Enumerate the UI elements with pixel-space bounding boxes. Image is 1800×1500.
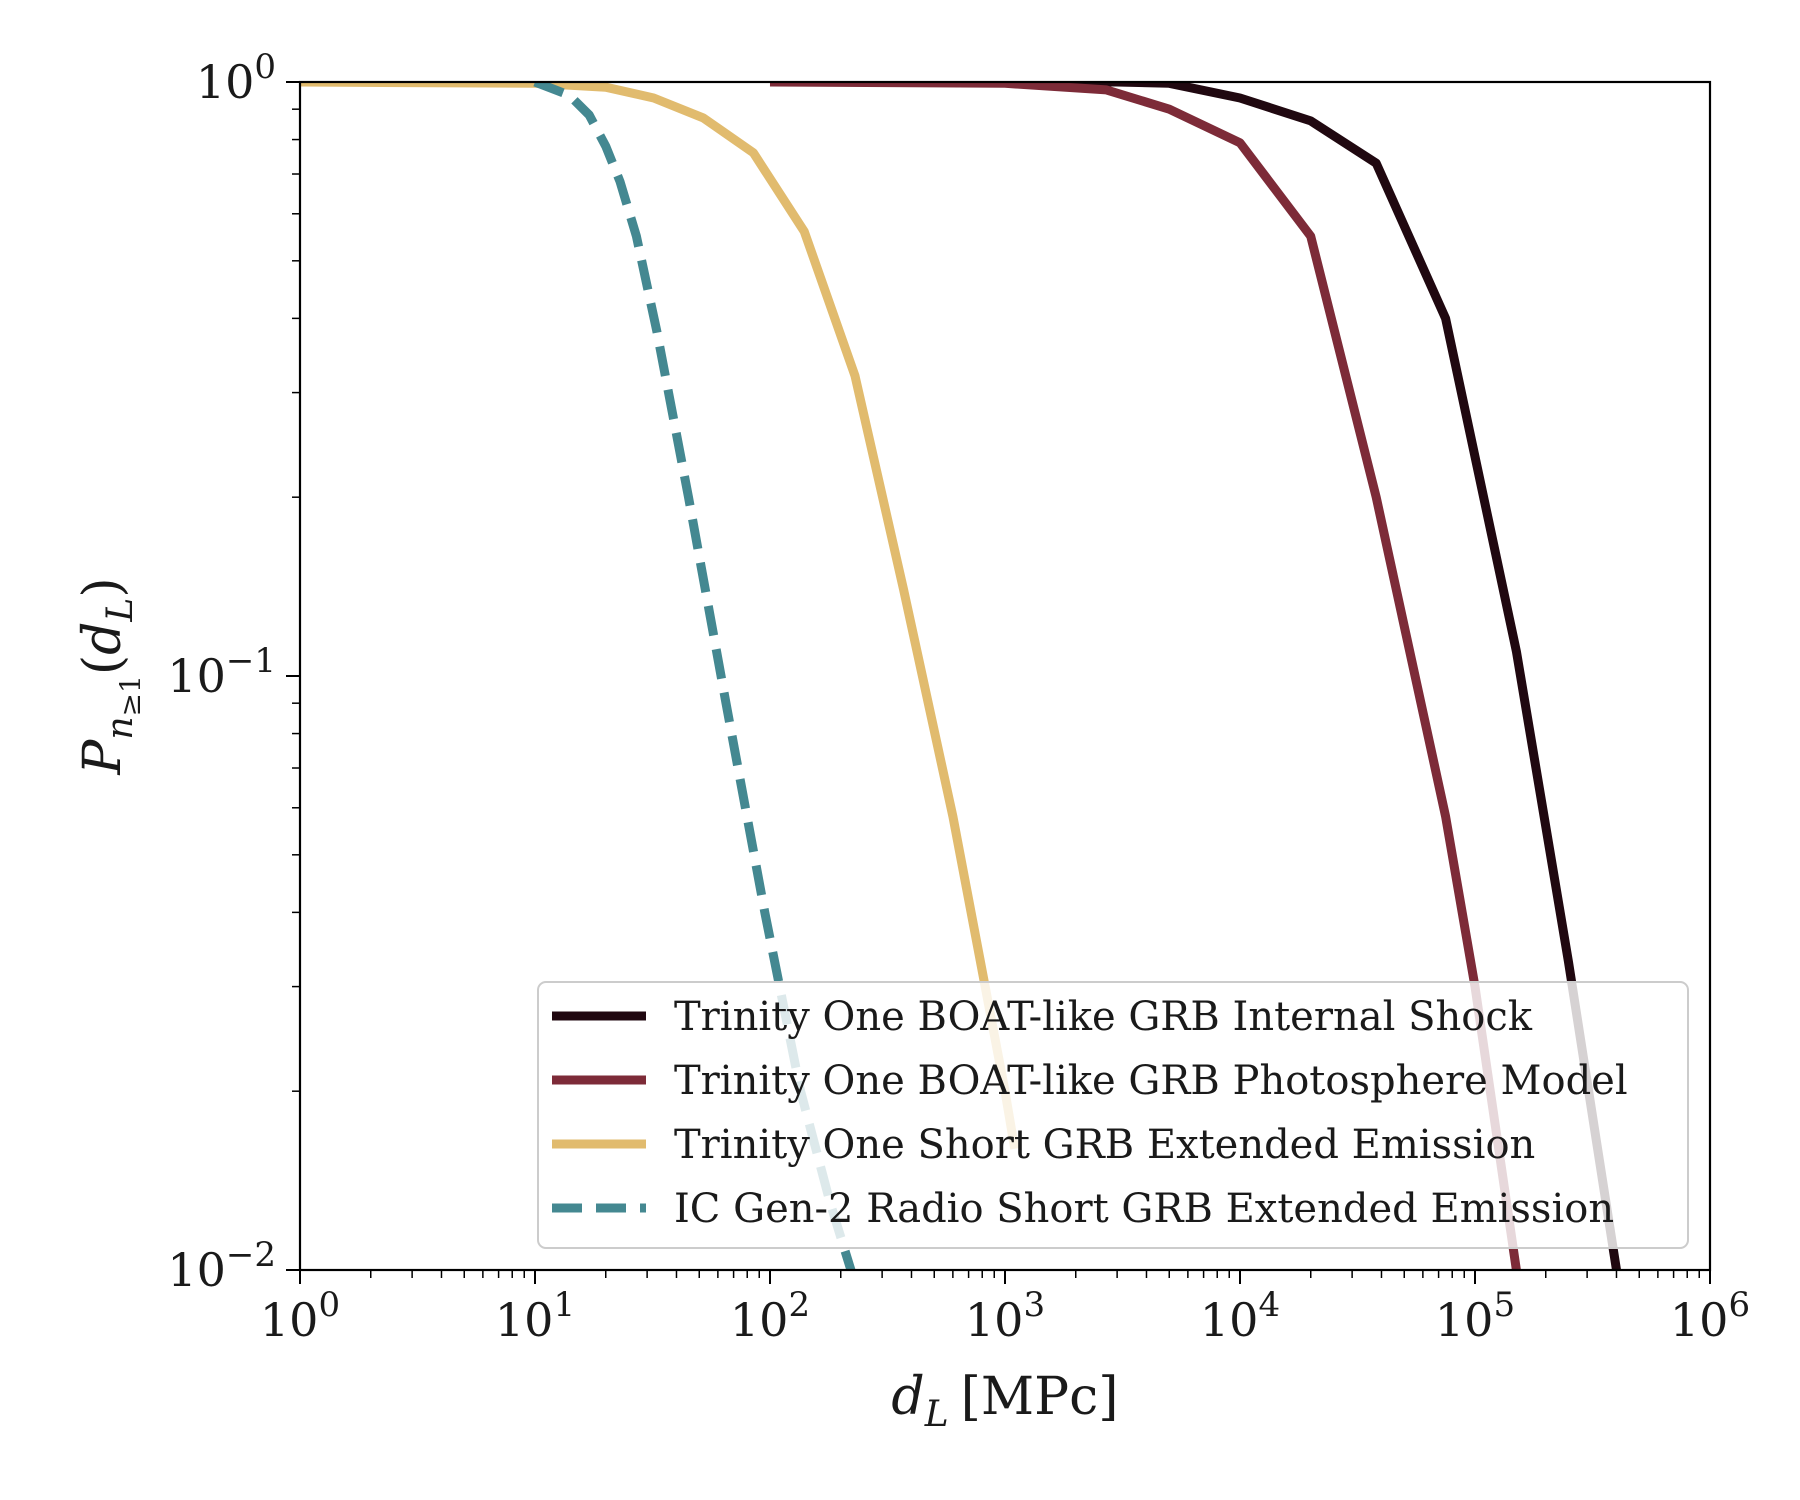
x-tick-label: 104 [1200,1285,1280,1347]
y-axis-label-argsub: L [100,598,141,623]
y-axis-label-arg: d [73,622,133,655]
x-axis-label: dL [MPc] [891,1367,1118,1435]
y-tick-label: 10−1 [167,641,276,703]
legend-label-internal-shock: Trinity One BOAT-like GRB Internal Shock [674,994,1533,1040]
y-axis-label: Pn≥1(dL) [73,577,147,775]
x-tick-label: 102 [730,1285,810,1347]
legend-label-photosphere: Trinity One BOAT-like GRB Photosphere Mo… [674,1058,1628,1104]
y-tick-label: 10−2 [167,1235,276,1297]
y-axis-label-open: ( [73,655,133,675]
series-line-2 [300,82,1020,1150]
legend-label-short-grb-ee: Trinity One Short GRB Extended Emission [674,1122,1535,1168]
legend-box [537,981,1689,1249]
legend-label-icgen2-radio: IC Gen-2 Radio Short GRB Extended Emissi… [674,1186,1614,1232]
plot-frame [298,80,1712,1272]
x-axis-label-sub: L [924,1394,949,1435]
x-tick-label: 100 [260,1285,340,1347]
x-tick-label: 106 [1670,1285,1750,1347]
y-tick-label: 100 [196,47,276,109]
x-tick-labels: 100 101 102 103 104 105 106 [260,1285,1750,1347]
y-axis-label-subsub: ≥1 [114,675,147,716]
x-tick-label: 105 [1435,1285,1515,1347]
x-axis-label-unit: [MPc] [961,1367,1119,1427]
y-tick-labels: 10−2 10−1 100 [167,47,276,1297]
tick-layer [286,81,1711,1284]
x-tick-label: 101 [495,1285,575,1347]
y-axis-label-close: ) [73,577,133,597]
y-axis-label-var: P [73,739,133,776]
x-tick-label: 103 [965,1285,1045,1347]
legend: Trinity One BOAT-like GRB Internal Shock… [537,981,1689,1249]
y-axis-label-sub: n [100,716,141,739]
x-axis-label-var: d [891,1367,924,1427]
